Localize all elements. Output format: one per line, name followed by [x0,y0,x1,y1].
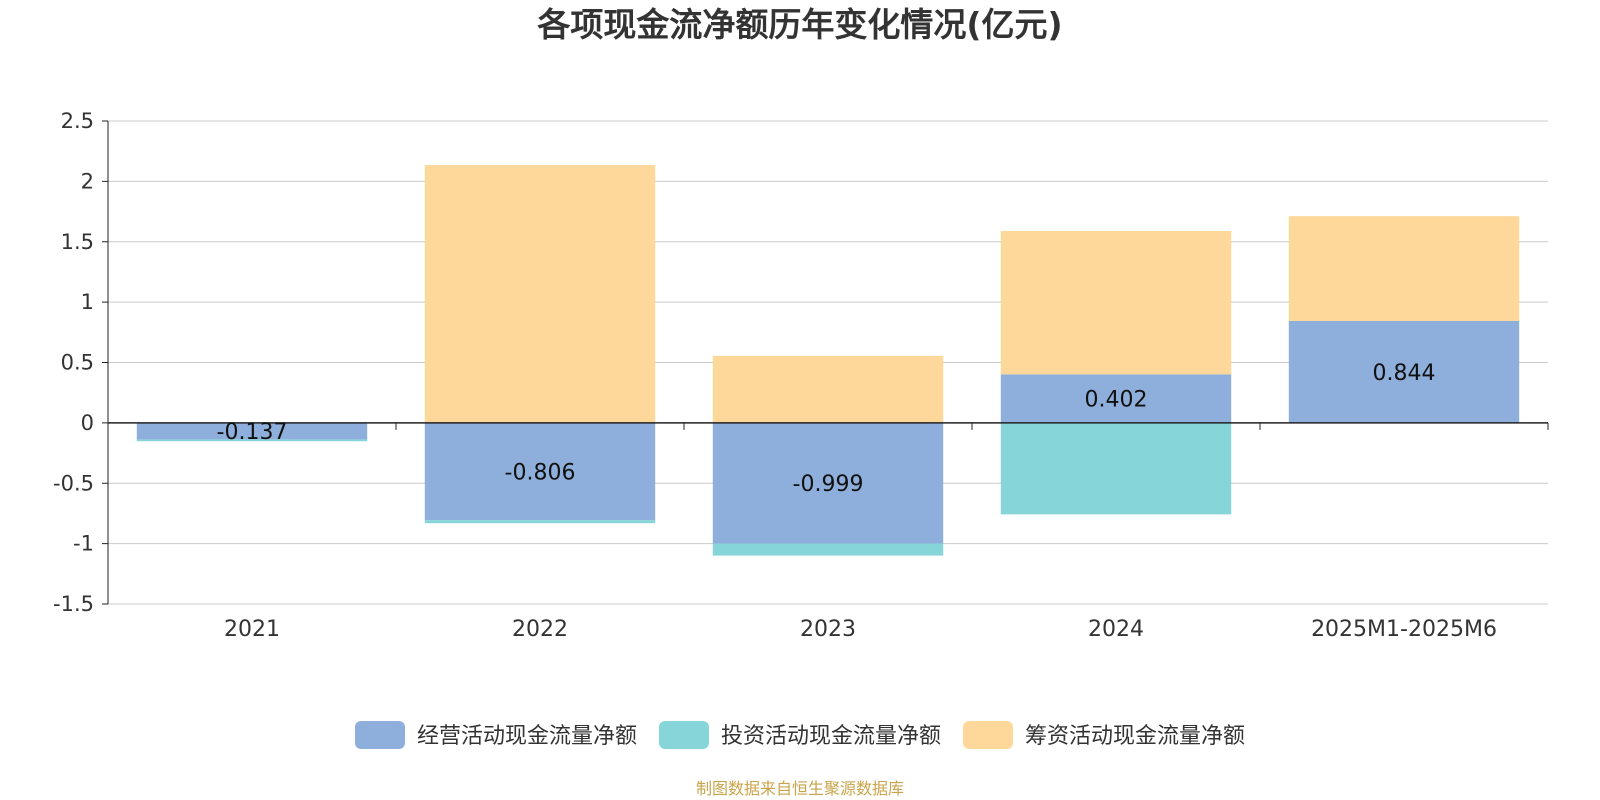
legend-swatch [963,721,1014,749]
bar-series1-3 [1000,422,1232,515]
x-tick-label: 2024 [1088,617,1144,642]
bar-series2-2 [712,355,944,423]
bar-series2-1 [424,165,656,423]
y-tick-label: 0 [81,411,94,435]
x-tick-label: 2025M1-2025M6 [1311,617,1497,642]
legend-swatch [354,721,405,749]
bar-series0-4 [1288,320,1520,423]
x-tick-label: 2022 [512,617,568,642]
x-tick-label: 2021 [224,617,280,642]
legend-item[interactable]: 筹资活动现金流量净额 [963,721,1245,749]
y-tick-label: 2.5 [61,109,94,133]
legend: 经营活动现金流量净额 投资活动现金流量净额 筹资活动现金流量净额 [354,721,1245,749]
data-label: -0.137 [217,420,288,445]
source-note: 制图数据来自恒生聚源数据库 [696,779,904,798]
bar-series0-0 [136,422,368,440]
bar-series0-3 [1000,374,1232,423]
data-label: -0.806 [505,461,576,486]
bar-series0-1 [424,422,656,521]
legend-item[interactable]: 经营活动现金流量净额 [354,721,637,749]
legend-label: 筹资活动现金流量净额 [1025,724,1245,749]
y-tick-label: -1 [73,532,94,556]
y-tick-label: -0.5 [53,471,94,495]
y-tick-label: 1.5 [61,230,94,254]
bars [136,165,1520,556]
y-tick-label: 1 [81,290,94,314]
legend-label: 经营活动现金流量净额 [417,724,637,749]
legend-label: 投资活动现金流量净额 [721,724,941,749]
data-label: 0.402 [1085,388,1148,413]
data-label: -0.999 [793,472,864,497]
chart-title: 各项现金流净额历年变化情况(亿元) [536,5,1062,44]
bar-series0-2 [712,422,944,544]
y-tick-label: 2 [81,169,94,193]
bar-series1-0 [136,439,368,442]
legend-item[interactable]: 投资活动现金流量净额 [658,721,941,749]
data-labels: -0.137 -0.806 -0.999 0.402 0.844 [217,361,1436,497]
x-tick-label: 2023 [800,617,856,642]
bar-series1-1 [424,520,656,524]
y-tick-label: -1.5 [53,592,94,616]
axes: 2.5 2 1.5 1 0.5 0 -0.5 -1 -1.5 2021 2022 2023 2024 20… [53,109,1549,642]
data-label: 0.844 [1373,361,1436,386]
bar-series2-3 [1000,231,1232,375]
y-tick-label: 0.5 [61,351,94,375]
bar-series2-4 [1288,216,1520,321]
legend-swatch [658,721,709,749]
bar-series1-2 [712,543,944,556]
